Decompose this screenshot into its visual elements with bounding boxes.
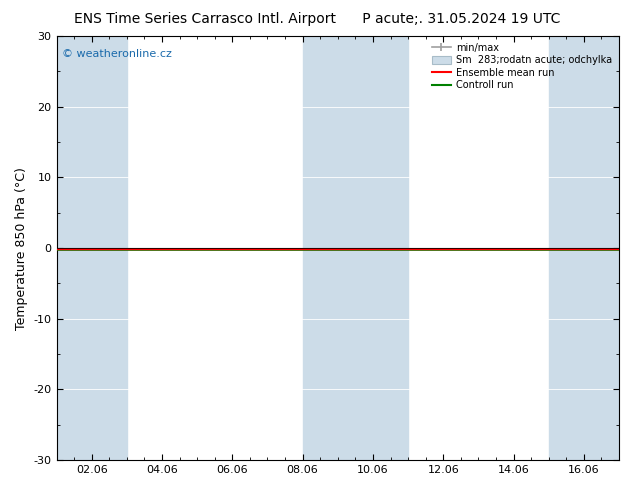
Text: ENS Time Series Carrasco Intl. Airport      P acute;. 31.05.2024 19 UTC: ENS Time Series Carrasco Intl. Airport P… [74, 12, 560, 26]
Text: © weatheronline.cz: © weatheronline.cz [62, 49, 172, 59]
Legend: min/max, Sm  283;rodatn acute; odchylka, Ensemble mean run, Controll run: min/max, Sm 283;rodatn acute; odchylka, … [428, 39, 616, 94]
Y-axis label: Temperature 850 hPa (°C): Temperature 850 hPa (°C) [15, 167, 28, 330]
Bar [548, 36, 619, 460]
Bar [302, 36, 408, 460]
Bar [56, 36, 127, 460]
